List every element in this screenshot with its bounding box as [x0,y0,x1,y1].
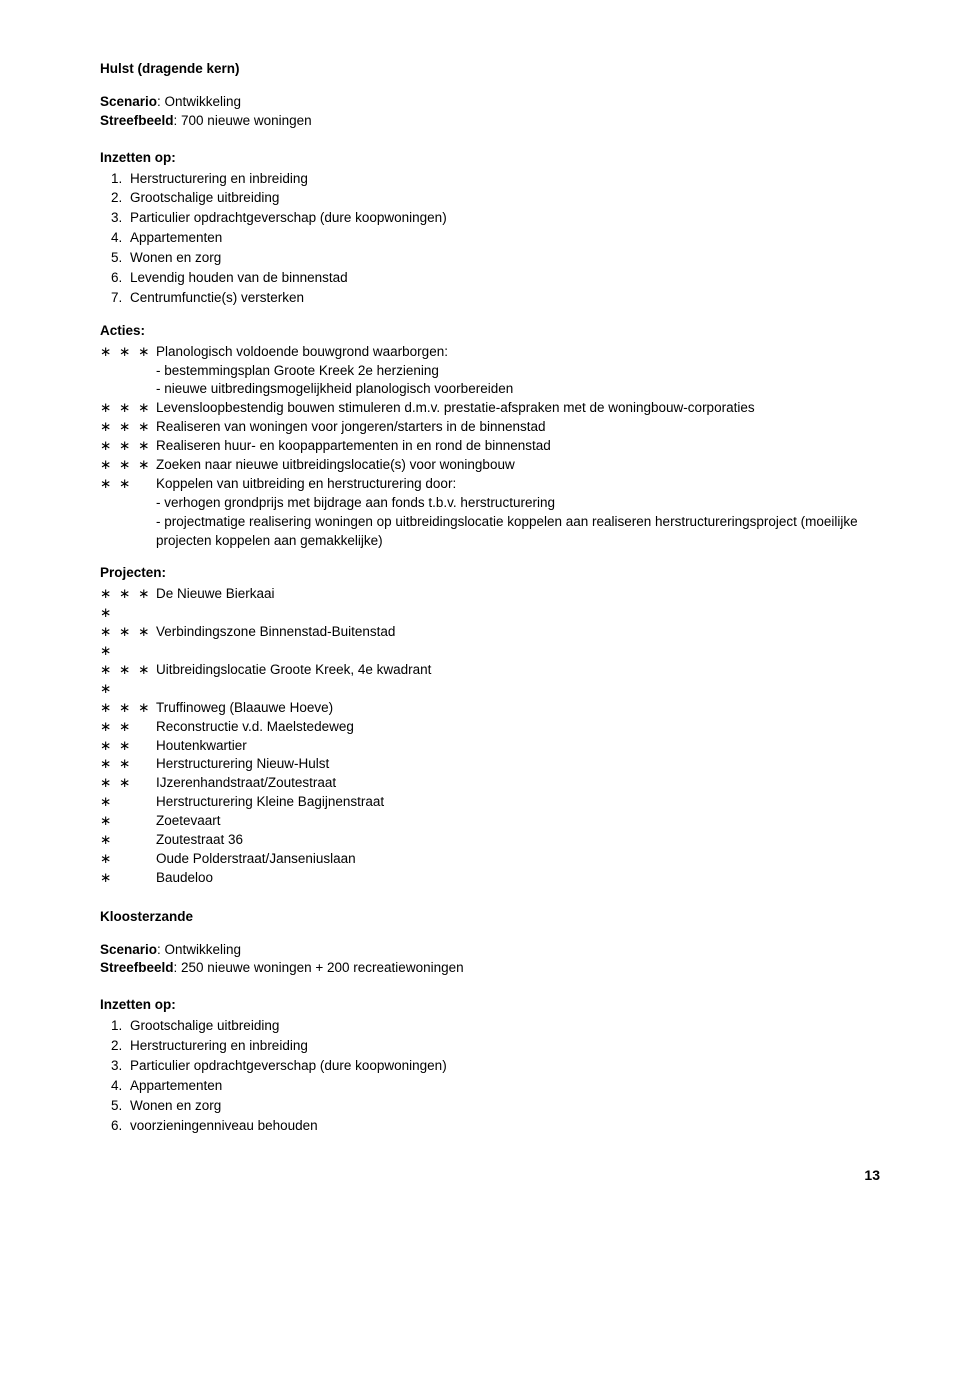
hulst-projecten-list: ∗ ∗ ∗ ∗De Nieuwe Bierkaai ∗ ∗ ∗ ∗Verbind… [100,585,880,887]
list-item: voorzieningenniveau behouden [126,1117,880,1136]
star-rating: ∗ [100,850,156,869]
star-rating: ∗ ∗ [100,737,156,756]
star-rating: ∗ ∗ ∗ [100,418,156,437]
list-item: Grootschalige uitbreiding [126,1017,880,1036]
star-row: ∗ ∗ ∗ Levensloopbestendig bouwen stimule… [100,399,880,418]
star-row: ∗ ∗ ∗ ∗Uitbreidingslocatie Groote Kreek,… [100,661,880,699]
list-item: Herstructurering en inbreiding [126,1037,880,1056]
star-row: ∗ ∗Houtenkwartier [100,737,880,756]
star-text: Herstructurering Kleine Bagijnenstraat [156,793,880,812]
star-rating: ∗ ∗ [100,774,156,793]
star-text: Koppelen van uitbreiding en herstructure… [156,475,880,551]
star-rating: ∗ [100,793,156,812]
projecten-label: Projecten: [100,564,880,583]
hulst-title: Hulst (dragende kern) [100,60,880,79]
star-rating: ∗ ∗ ∗ [100,343,156,400]
star-row: ∗ ∗ ∗ Realiseren van woningen voor jonge… [100,418,880,437]
list-item: Appartementen [126,1077,880,1096]
star-text: Houtenkwartier [156,737,880,756]
list-item: Particulier opdrachtgeverschap (dure koo… [126,209,880,228]
star-text: Truffinoweg (Blaauwe Hoeve) [156,699,880,718]
star-text: Planologisch voldoende bouwgrond waarbor… [156,343,880,400]
star-text: Zoutestraat 36 [156,831,880,850]
list-item: Wonen en zorg [126,1097,880,1116]
star-text: Herstructurering Nieuw-Hulst [156,755,880,774]
star-row: ∗Herstructurering Kleine Bagijnenstraat [100,793,880,812]
star-row: ∗ ∗ ∗ Zoeken naar nieuwe uitbreidingsloc… [100,456,880,475]
page-number: 13 [100,1166,880,1186]
sub-item: - projectmatige realisering woningen op … [156,513,880,551]
star-rating: ∗ ∗ [100,475,156,551]
list-item: Herstructurering en inbreiding [126,170,880,189]
star-text: De Nieuwe Bierkaai [156,585,880,623]
star-row: ∗Oude Polderstraat/Janseniuslaan [100,850,880,869]
star-text: Oude Polderstraat/Janseniuslaan [156,850,880,869]
scenario-label: Scenario [100,94,157,109]
star-row: ∗ ∗ ∗ ∗De Nieuwe Bierkaai [100,585,880,623]
star-rating: ∗ ∗ ∗ [100,456,156,475]
list-item: Appartementen [126,229,880,248]
star-rating: ∗ ∗ ∗ [100,699,156,718]
klooster-inzetten-list: Grootschalige uitbreiding Herstructureri… [100,1017,880,1135]
star-rating: ∗ ∗ ∗ [100,437,156,456]
star-text: Baudeloo [156,869,880,888]
star-row: ∗ ∗Reconstructie v.d. Maelstedeweg [100,718,880,737]
star-rating: ∗ ∗ ∗ [100,399,156,418]
inzetten-label: Inzetten op: [100,996,880,1015]
streefbeeld-label: Streefbeeld [100,113,174,128]
hulst-inzetten-list: Herstructurering en inbreiding Grootscha… [100,170,880,308]
scenario-value: : Ontwikkeling [157,942,241,957]
star-rating: ∗ ∗ ∗ ∗ [100,661,156,699]
list-item: Grootschalige uitbreiding [126,189,880,208]
star-row: ∗ ∗IJzerenhandstraat/Zoutestraat [100,774,880,793]
star-row: ∗Baudeloo [100,869,880,888]
star-text: IJzerenhandstraat/Zoutestraat [156,774,880,793]
star-rating: ∗ ∗ [100,755,156,774]
streefbeeld-label: Streefbeeld [100,960,174,975]
star-text: Realiseren van woningen voor jongeren/st… [156,418,880,437]
star-row: ∗ ∗ ∗ Planologisch voldoende bouwgrond w… [100,343,880,400]
star-rating: ∗ ∗ [100,718,156,737]
star-rating: ∗ [100,812,156,831]
hulst-acties-list: ∗ ∗ ∗ Planologisch voldoende bouwgrond w… [100,343,880,551]
streefbeeld-value: : 700 nieuwe woningen [174,113,312,128]
streefbeeld-value: : 250 nieuwe woningen + 200 recreatiewon… [174,960,464,975]
star-row: ∗ ∗ ∗Truffinoweg (Blaauwe Hoeve) [100,699,880,718]
star-row: ∗ ∗ ∗ Realiseren huur- en koopappartemen… [100,437,880,456]
star-row: ∗ ∗ Koppelen van uitbreiding en herstruc… [100,475,880,551]
star-row: ∗Zoetevaart [100,812,880,831]
star-row: ∗ ∗Herstructurering Nieuw-Hulst [100,755,880,774]
star-rating: ∗ [100,831,156,850]
star-text: Uitbreidingslocatie Groote Kreek, 4e kwa… [156,661,880,699]
actie-text: Planologisch voldoende bouwgrond waarbor… [156,344,448,359]
sub-item: - bestemmingsplan Groote Kreek 2e herzie… [156,362,880,381]
star-row: ∗Zoutestraat 36 [100,831,880,850]
sub-item: - nieuwe uitbredingsmogelijkheid planolo… [156,380,880,399]
list-item: Levendig houden van de binnenstad [126,269,880,288]
sub-item: - verhogen grondprijs met bijdrage aan f… [156,494,880,513]
klooster-title: Kloosterzande [100,908,880,927]
list-item: Centrumfunctie(s) versterken [126,289,880,308]
list-item: Particulier opdrachtgeverschap (dure koo… [126,1057,880,1076]
acties-label: Acties: [100,322,880,341]
star-text: Levensloopbestendig bouwen stimuleren d.… [156,399,880,418]
star-text: Reconstructie v.d. Maelstedeweg [156,718,880,737]
list-item: Wonen en zorg [126,249,880,268]
scenario-value: : Ontwikkeling [157,94,241,109]
star-text: Zoeken naar nieuwe uitbreidingslocatie(s… [156,456,880,475]
scenario-label: Scenario [100,942,157,957]
inzetten-label: Inzetten op: [100,149,880,168]
star-text: Verbindingszone Binnenstad-Buitenstad [156,623,880,661]
star-text: Realiseren huur- en koopappartementen in… [156,437,880,456]
star-text: Zoetevaart [156,812,880,831]
star-rating: ∗ ∗ ∗ ∗ [100,623,156,661]
star-row: ∗ ∗ ∗ ∗Verbindingszone Binnenstad-Buiten… [100,623,880,661]
star-rating: ∗ ∗ ∗ ∗ [100,585,156,623]
actie-text: Koppelen van uitbreiding en herstructure… [156,476,456,491]
star-rating: ∗ [100,869,156,888]
